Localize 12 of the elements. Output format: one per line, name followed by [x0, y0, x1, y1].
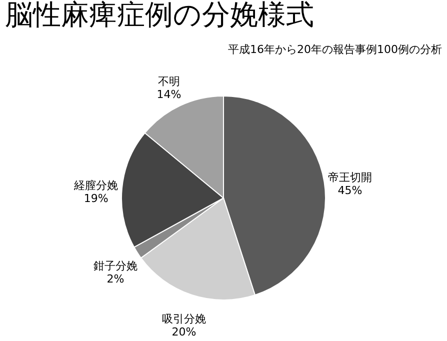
data-label: 2%	[106, 272, 124, 286]
slice-label: 不明	[158, 75, 180, 88]
data-label: 45%	[338, 184, 362, 197]
slice-label: 鉗子分娩	[93, 260, 138, 273]
data-label: 19%	[84, 192, 108, 205]
chart-title: 脳性麻痺症例の分娩様式	[5, 0, 314, 31]
slice-label: 吸引分娩	[162, 312, 206, 326]
slice-label: 帝王切開	[328, 170, 372, 184]
data-label: 20%	[172, 326, 196, 339]
chart-subtitle: 平成16年から20年の報告事例100例の分析	[228, 43, 442, 56]
data-label: 14%	[156, 88, 182, 102]
slice-label: 経膣分娩	[73, 178, 118, 192]
